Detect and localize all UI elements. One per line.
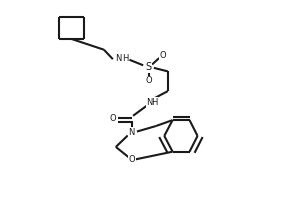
Text: H: H [122,54,129,63]
Text: O: O [128,155,135,164]
Text: H: H [151,98,158,107]
Text: N: N [128,128,135,137]
Text: O: O [110,114,116,123]
Text: O: O [145,76,152,85]
Text: N: N [115,54,122,63]
Text: O: O [160,51,166,60]
Text: S: S [146,62,152,72]
Text: N: N [146,98,153,107]
